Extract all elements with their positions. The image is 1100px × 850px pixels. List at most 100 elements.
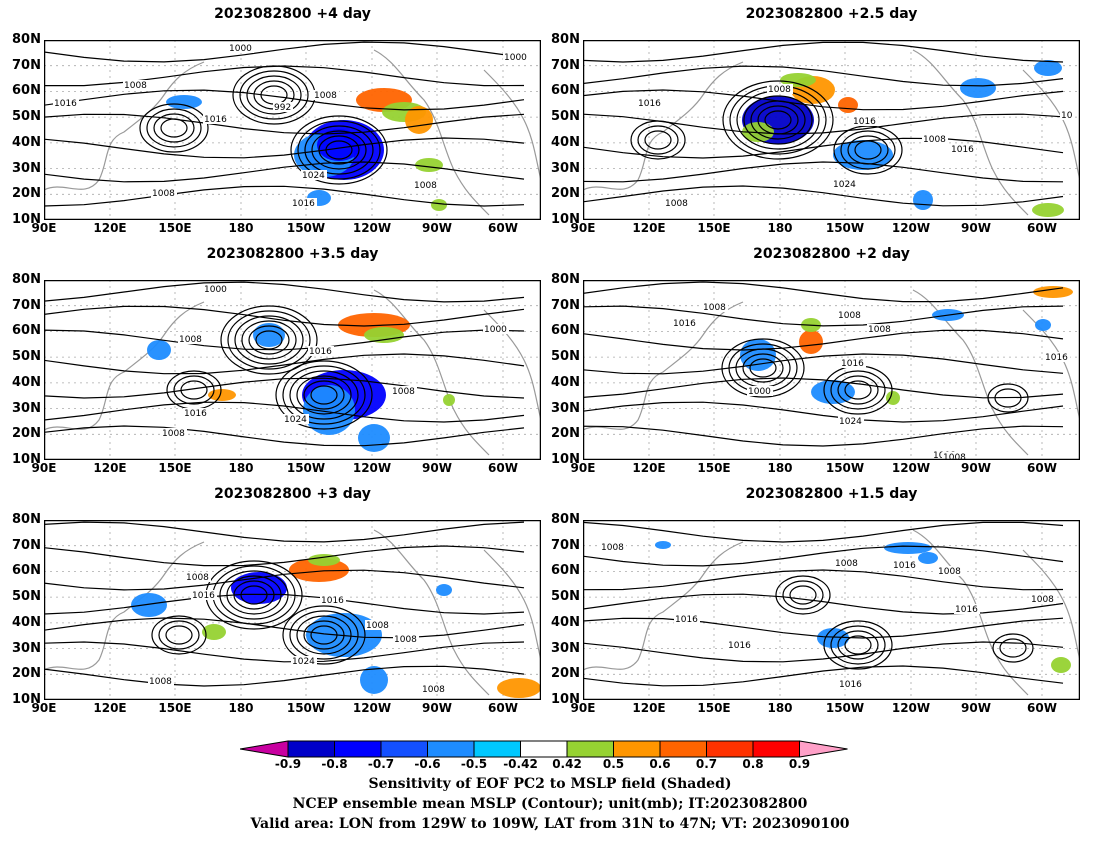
mslp-contour: [44, 401, 525, 423]
lat-tick-label: 70N: [551, 297, 580, 313]
mslp-contour: [583, 281, 1064, 303]
sensitivity-shading: [799, 330, 823, 354]
lon-tick-label: 150E: [697, 701, 731, 715]
lon-tick-label: 90W: [961, 701, 991, 715]
mslp-contour-closed: [241, 320, 297, 360]
lon-tick-label: 60W: [1027, 461, 1057, 475]
contour-label-bg: [53, 98, 79, 108]
lon-tick-label: 120W: [352, 221, 392, 235]
lon-tick-label: 120E: [93, 221, 127, 235]
contour-label-bg: [291, 656, 317, 666]
lon-tick-label: 180: [767, 221, 793, 235]
mslp-contour: [44, 281, 525, 303]
sensitivity-shading: [497, 678, 541, 698]
colorbar-tick-label: 0.42: [552, 757, 582, 771]
contour-label: 1008: [152, 189, 175, 199]
mslp-contour: [44, 521, 525, 543]
contour-label-bg: [747, 386, 773, 396]
caption-line-3: Valid area: LON from 129W to 109W, LAT f…: [250, 816, 850, 832]
mslp-contour-closed: [764, 110, 792, 130]
sensitivity-shading: [838, 97, 858, 113]
contour-label: 1016: [839, 680, 862, 690]
contour-label: 1008: [366, 621, 389, 631]
mslp-contour: [583, 305, 1064, 327]
lat-tick-label: 30N: [551, 640, 580, 656]
lat-tick-label: 40N: [12, 374, 41, 390]
lon-tick-label: 60W: [488, 461, 518, 475]
contour-label: 1008: [394, 635, 417, 645]
contour-label: 1008: [768, 85, 791, 95]
mslp-contour: [583, 353, 1064, 375]
lat-tick-label: 60N: [551, 563, 580, 579]
contour-label: 1008: [835, 559, 858, 569]
contour-label-bg: [391, 386, 417, 396]
lat-tick-label: 70N: [12, 297, 41, 313]
contour-label: 1016: [853, 117, 876, 127]
lat-tick-label: 50N: [551, 589, 580, 605]
contour-label-bg: [637, 98, 663, 108]
contour-label-bg: [832, 179, 858, 189]
lat-tick-label: 50N: [12, 109, 41, 125]
colorbar-tick-label: -0.7: [367, 757, 395, 771]
map-panel-5: 1008 1016 1016 1008 1008 1024 1008 1008: [44, 520, 541, 700]
lat-tick-label: 60N: [12, 83, 41, 99]
mslp-contour-closed: [151, 615, 207, 655]
contour-label: 1024: [839, 417, 862, 427]
map-frame: [583, 40, 1080, 220]
map-frame: [44, 520, 541, 700]
lon-tick-label: 120W: [352, 461, 392, 475]
mslp-contour-closed: [226, 575, 282, 615]
lon-tick-label: 150W: [286, 221, 326, 235]
contour-label: 992: [274, 103, 291, 113]
mslp-contour: [44, 41, 525, 63]
contour-label: 1016: [955, 605, 978, 615]
lon-tick-label: 180: [228, 461, 254, 475]
lat-tick-label: 60N: [12, 323, 41, 339]
sensitivity-shading: [166, 95, 202, 109]
lon-tick-label: 180: [767, 461, 793, 475]
lat-tick-label: 40N: [12, 134, 41, 150]
lon-tick-label: 150W: [286, 461, 326, 475]
coastline: [44, 49, 541, 216]
sensitivity-shading: [202, 624, 226, 640]
mslp-contour-closed: [722, 80, 834, 160]
mslp-contour-closed: [158, 620, 200, 650]
lon-tick-label: 150E: [697, 221, 731, 235]
lat-tick-label: 50N: [12, 349, 41, 365]
lat-tick-label: 50N: [551, 109, 580, 125]
mslp-contour: [44, 353, 525, 375]
lat-tick-label: 40N: [12, 614, 41, 630]
lon-tick-label: 60W: [488, 701, 518, 715]
lat-tick-label: 10N: [551, 692, 580, 707]
colorbar-tick-label: 0.6: [649, 757, 671, 771]
map-frame: [583, 280, 1080, 460]
map-panel-6: 1008 1008 1016 1008 1016 1016 1016 1008 1016: [583, 520, 1080, 700]
colorbar-tick-label: -0.6: [414, 757, 441, 771]
lon-tick-label: 120E: [93, 701, 127, 715]
lon-tick-label: 120E: [632, 701, 666, 715]
contour-label: 1016: [841, 359, 864, 369]
contour-label: 1008: [314, 91, 337, 101]
mslp-contour: [44, 137, 525, 159]
contour-label: 1008: [149, 677, 172, 687]
mslp-contour-closed: [999, 638, 1027, 658]
contour-label: 1008: [868, 325, 891, 335]
coastline: [44, 529, 541, 696]
lon-tick-label: 120W: [891, 221, 931, 235]
contour-label-bg: [151, 188, 177, 198]
colorbar-swatch: [427, 740, 475, 758]
mslp-contour-closed: [282, 605, 366, 665]
lat-tick-label: 10N: [551, 452, 580, 467]
mslp-contour-closed: [219, 570, 289, 620]
lat-tick-label: 30N: [12, 160, 41, 176]
lon-tick-label: 60W: [1027, 701, 1057, 715]
contour-label: 1008: [601, 543, 624, 553]
colorbar-swatch: [473, 740, 521, 758]
contour-label-bg: [838, 416, 864, 426]
lon-tick-label: 90E: [570, 221, 596, 235]
map-frame: [44, 40, 541, 220]
mslp-contour: [583, 185, 1064, 207]
contour-label-bg: [123, 80, 149, 90]
sensitivity-shading: [415, 158, 443, 172]
colorbar: [240, 740, 848, 758]
